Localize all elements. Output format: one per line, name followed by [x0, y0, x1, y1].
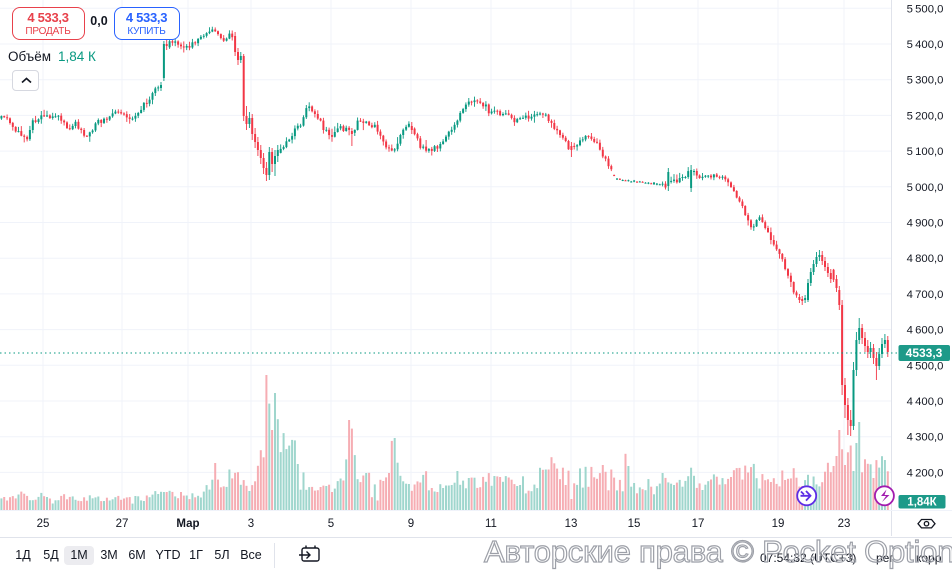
svg-text:5 000,0: 5 000,0	[907, 182, 944, 194]
svg-text:4 800,0: 4 800,0	[907, 253, 944, 265]
svg-text:5 400,0: 5 400,0	[907, 39, 944, 51]
svg-text:17: 17	[692, 518, 705, 530]
svg-text:5 100,0: 5 100,0	[907, 146, 944, 158]
svg-text:4 500,0: 4 500,0	[907, 360, 944, 372]
svg-text:5 300,0: 5 300,0	[907, 75, 944, 87]
svg-text:19: 19	[772, 518, 785, 530]
svg-text:23: 23	[838, 518, 851, 530]
svg-text:15: 15	[628, 518, 641, 530]
svg-text:4 300,0: 4 300,0	[907, 432, 944, 444]
svg-text:5 500,0: 5 500,0	[907, 3, 944, 15]
svg-text:Мар: Мар	[176, 518, 199, 530]
svg-text:4 400,0: 4 400,0	[907, 396, 944, 408]
svg-text:4 200,0: 4 200,0	[907, 467, 944, 479]
svg-text:13: 13	[565, 518, 578, 530]
svg-text:4 900,0: 4 900,0	[907, 218, 944, 230]
svg-text:3: 3	[248, 518, 254, 530]
svg-text:4533,3: 4533,3	[906, 346, 943, 360]
svg-text:1,84К: 1,84К	[907, 497, 937, 509]
svg-text:4 700,0: 4 700,0	[907, 289, 944, 301]
svg-text:11: 11	[485, 518, 497, 530]
svg-text:5 200,0: 5 200,0	[907, 110, 944, 122]
svg-text:25: 25	[37, 518, 50, 530]
svg-text:5: 5	[328, 518, 334, 530]
svg-text:9: 9	[408, 518, 414, 530]
svg-text:4 600,0: 4 600,0	[907, 325, 944, 337]
svg-text:27: 27	[116, 518, 129, 530]
